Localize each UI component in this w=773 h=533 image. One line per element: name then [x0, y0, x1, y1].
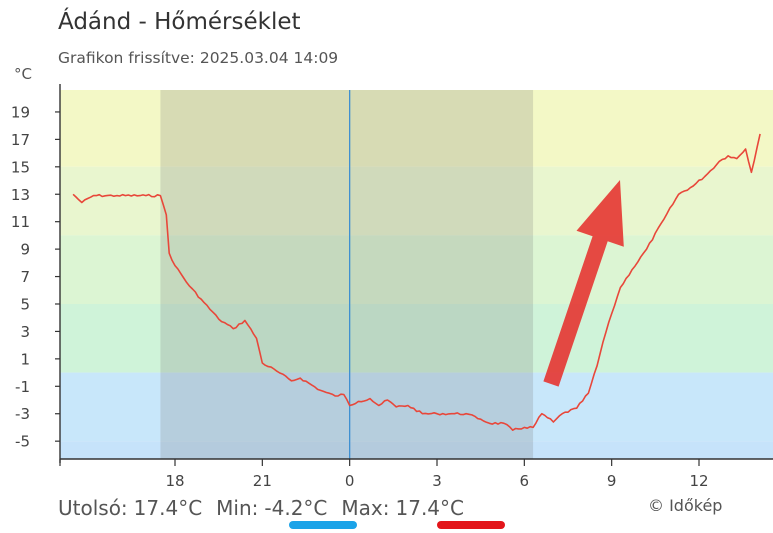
- y-tick-label: 7: [20, 268, 30, 286]
- chart-subtitle: Grafikon frissítve: 2025.03.04 14:09: [58, 49, 339, 67]
- band-3: [60, 303, 773, 373]
- x-axis-ticks: 18 21 0 3 6 9 12: [59, 459, 709, 490]
- trend-arrow-icon: [543, 180, 624, 387]
- y-axis-unit: °C: [14, 65, 32, 83]
- x-tick-label: 3: [432, 472, 442, 490]
- trend-arrow: [543, 180, 624, 387]
- min-indicator-bar: [289, 521, 357, 529]
- band-0: [60, 90, 773, 167]
- x-tick-label: 18: [165, 472, 184, 490]
- y-tick-label: -3: [15, 405, 30, 423]
- y-tick-label: 13: [11, 186, 30, 204]
- band-4: [60, 372, 773, 442]
- y-tick-label: 5: [20, 295, 30, 313]
- band-5: [60, 441, 773, 459]
- chart-title: Ádánd - Hőmérséklet: [58, 9, 301, 35]
- y-tick-label: 19: [11, 103, 30, 121]
- x-tick-label: 6: [520, 472, 530, 490]
- max-label: Max:: [341, 496, 390, 520]
- night-shading: [160, 90, 534, 459]
- temperature-line: [72, 133, 761, 431]
- y-tick-label: 17: [11, 131, 30, 149]
- x-tick-label: 0: [345, 472, 355, 490]
- x-tick-label: 9: [607, 472, 617, 490]
- x-tick-label: 12: [689, 472, 708, 490]
- x-tick-label: 21: [253, 472, 272, 490]
- y-tick-label: -1: [15, 378, 30, 396]
- y-tick-label: 11: [11, 213, 30, 231]
- min-value: -4.2°C: [264, 496, 328, 520]
- y-tick-label: 3: [20, 323, 30, 341]
- last-value: 17.4°C: [133, 496, 203, 520]
- max-value: 17.4°C: [395, 496, 465, 520]
- series-line: [72, 133, 761, 431]
- last-label: Utolsó:: [58, 496, 128, 520]
- y-tick-label: 15: [11, 158, 30, 176]
- band-1: [60, 166, 773, 236]
- stats-footer: Utolsó: 17.4°C Min: -4.2°C Max: 17.4°C: [58, 496, 478, 520]
- credit-label: © Időkép: [648, 496, 723, 515]
- y-tick-label: -5: [15, 433, 30, 451]
- min-label: Min:: [216, 496, 259, 520]
- y-tick-label: 1: [20, 350, 30, 368]
- night-rect: [160, 90, 534, 459]
- y-tick-label: 9: [20, 241, 30, 259]
- chart-axes: [59, 84, 773, 463]
- max-indicator-bar: [437, 521, 505, 529]
- y-axis-ticks: 19 17 15 13 11 9 7 5 3 1 -1 -3 -5: [11, 103, 60, 451]
